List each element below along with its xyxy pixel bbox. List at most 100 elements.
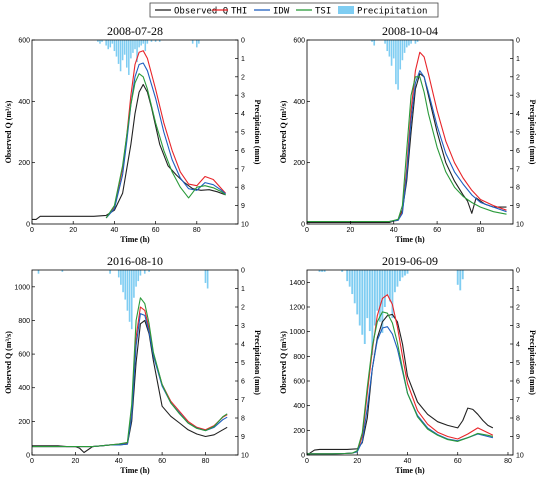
legend-label: THI [231,7,247,17]
x-tick-label: 40 [115,458,123,465]
precip-bar [403,40,406,53]
y-axis-label: Observed Q (m³/s) [279,100,288,163]
x-tick-label: 20 [353,458,361,465]
x-tick-label: 60 [454,458,462,465]
y2-tick-label: 9 [516,203,520,210]
precip-bar [351,270,354,295]
series-line-idw [307,326,494,455]
precip-bar [128,270,131,322]
precip-bar [144,40,147,52]
precip-bar [405,40,408,48]
precip-bar [137,270,140,282]
y2-tick-label: 5 [241,360,245,367]
x-tick-label: 0 [305,227,309,234]
y-tick-label: 400 [18,99,30,106]
y2-axis-label: Precipitation (mm) [528,100,537,165]
y-tick-label: 600 [293,38,305,45]
y2-tick-label: 1 [516,286,520,293]
precip-bar [101,40,103,42]
precip-bar [206,270,209,289]
precip-bar [150,40,153,42]
precip-bar [158,40,161,42]
precip-bar [456,270,459,285]
precip-bar [198,40,200,44]
x-axis-label: Time (h) [395,466,425,475]
y-tick-label: 0 [26,453,30,460]
series-line-observed-q [32,83,226,220]
y2-tick-label: 3 [516,323,520,330]
legend-frame [149,2,439,18]
precip-bar [130,270,133,330]
precip-bar [346,270,349,282]
series-line-thi [105,50,227,219]
y-tick-label: 0 [301,453,305,460]
y2-tick-label: 6 [516,148,520,155]
y2-tick-label: 10 [516,222,524,229]
precip-bar [378,270,381,322]
y-tick-label: 0 [301,222,305,229]
x-tick-label: 60 [433,227,441,234]
precip-bar [124,270,127,300]
y2-tick-label: 2 [241,305,245,312]
y2-axis-label: Precipitation (mm) [253,100,262,165]
precip-bar [371,40,373,42]
y2-tick-label: 9 [241,434,245,441]
y2-tick-label: 6 [516,379,520,386]
x-tick-label: 80 [202,458,210,465]
series-line-tsi [32,297,228,448]
y2-tick-label: 4 [241,111,245,118]
precip-bar [115,40,118,57]
series-line-thi [307,51,507,223]
series-line-tsi [307,76,507,223]
precip-bar [399,40,402,70]
x-axis-label: Time (h) [395,235,425,244]
x-tick-label: 0 [30,458,34,465]
y-tick-label: 600 [293,379,305,386]
y2-tick-label: 5 [516,360,520,367]
precip-bar [386,270,389,296]
precip-bar [122,270,124,293]
x-tick-label: 40 [390,227,398,234]
chart-title: 2008-07-28 [107,24,163,38]
y-axis-label: Observed Q (m³/s) [4,100,13,163]
chart-title: 2016-08-10 [107,254,163,268]
precip-bar [128,40,130,75]
y2-tick-label: 2 [516,305,520,312]
precip-bar [138,40,140,48]
legend-label: TSI [315,7,331,17]
y-tick-label: 400 [18,385,30,392]
legend-label: Precipitation [357,7,427,17]
precip-bar [125,40,128,68]
precip-bar [399,270,401,282]
legend-entry: THI [212,7,247,17]
precip-bar [381,270,384,333]
y2-tick-label: 5 [241,130,245,137]
y2-tick-label: 0 [516,268,520,275]
y2-tick-label: 9 [241,203,245,210]
y-tick-label: 1000 [14,284,30,291]
y-tick-label: 1200 [289,305,305,312]
y2-tick-label: 3 [241,323,245,330]
precip-bar [368,270,371,332]
legend-label: Observed Q [174,7,228,17]
precip-bar [341,270,344,272]
precip-bar [140,40,142,46]
y-tick-label: 200 [18,160,30,167]
chart-title: 2008-10-04 [382,24,438,38]
y2-tick-label: 4 [241,342,245,349]
chart-panel-4: 0 20 40 60 800200400600800100012001400012345… [279,254,537,475]
precip-bar [383,270,386,307]
y-tick-label: 0 [26,222,30,229]
precip-bar [113,40,116,52]
precip-bar [459,270,462,291]
y2-tick-label: 10 [241,222,249,229]
precip-bar [371,270,374,356]
chart-panel-3: 0 20 40 60 800200400600800100001234567891020… [4,254,262,475]
y2-tick-label: 7 [516,166,520,173]
x-tick-label: 20 [69,227,77,234]
precip-bar [154,40,157,42]
x-tick-label: 60 [152,227,160,234]
y2-tick-label: 10 [241,453,249,460]
x-axis-label: Time (h) [120,466,150,475]
